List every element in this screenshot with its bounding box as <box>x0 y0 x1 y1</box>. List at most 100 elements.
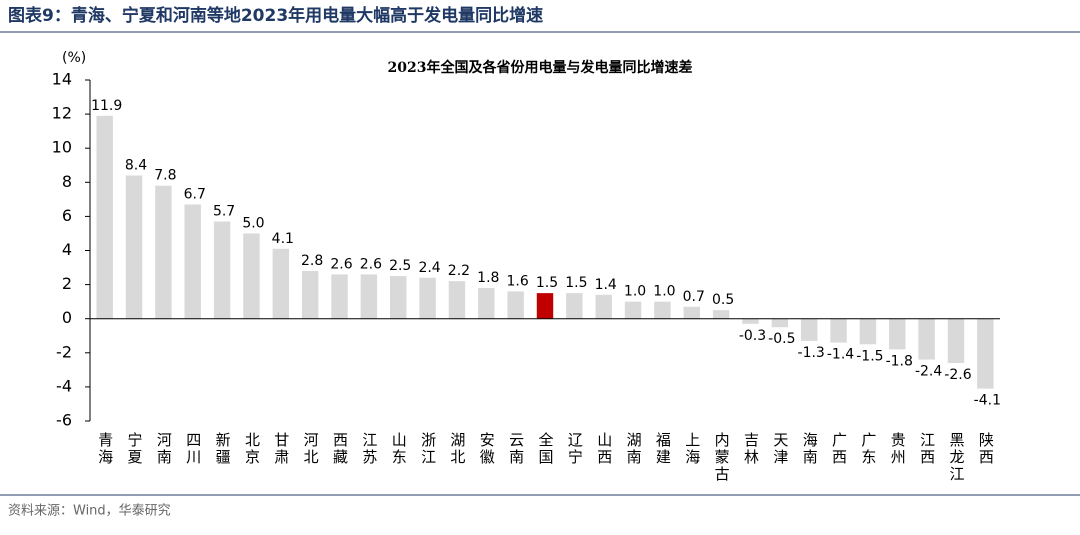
x-tick-label: 湖北 <box>448 432 466 466</box>
x-tick-label: 吉林 <box>742 432 760 466</box>
y-tick-label: 14 <box>52 70 72 89</box>
bar <box>947 318 965 364</box>
x-tick-label: 江苏 <box>360 432 378 466</box>
bar <box>918 318 935 360</box>
data-label: 1.6 <box>507 273 529 289</box>
bar <box>800 318 818 341</box>
x-tick-label: 福建 <box>654 432 672 466</box>
bar <box>243 233 260 319</box>
x-tick-label: 山西 <box>595 432 613 466</box>
data-label: 1.4 <box>595 277 617 293</box>
data-label: 6.7 <box>184 186 206 202</box>
bar <box>448 281 466 319</box>
x-tick-label: 内蒙古 <box>713 432 731 483</box>
data-label: -1.5 <box>856 348 883 364</box>
data-label: 0.5 <box>712 292 734 308</box>
bar <box>536 293 554 319</box>
data-label: 0.7 <box>683 289 705 305</box>
bar <box>889 318 906 350</box>
y-tick-label: -6 <box>56 411 72 430</box>
bar <box>419 277 436 319</box>
x-tick-label: 北京 <box>243 432 261 466</box>
bar <box>742 318 759 324</box>
bar <box>272 248 290 319</box>
bar <box>977 318 994 389</box>
data-label: -1.4 <box>827 347 854 363</box>
y-tick-label: 12 <box>52 104 72 123</box>
data-label: 8.4 <box>125 157 147 173</box>
chart-title: 2023年全国及各省份用电量与发电量同比增速差 <box>388 59 693 76</box>
bar <box>683 306 700 319</box>
data-label: -2.4 <box>915 364 942 380</box>
bar <box>859 318 877 345</box>
data-label: -0.5 <box>768 331 795 347</box>
bar <box>624 301 642 319</box>
bar <box>595 294 612 319</box>
x-tick-label: 天津 <box>771 432 789 466</box>
bar <box>390 276 407 319</box>
x-tick-label: 广东 <box>859 432 877 466</box>
x-tick-label: 河南 <box>155 432 173 466</box>
bar <box>125 175 143 319</box>
bar <box>155 185 172 319</box>
data-label: 11.9 <box>91 98 122 114</box>
data-label: 2.6 <box>360 256 382 272</box>
data-label: 2.6 <box>330 256 352 272</box>
y-tick-label: 0 <box>62 308 72 327</box>
x-tick-label: 浙江 <box>419 432 437 466</box>
bar <box>213 221 231 319</box>
y-tick-label: 4 <box>62 240 72 259</box>
data-label: -1.8 <box>886 353 913 369</box>
bar <box>712 310 730 319</box>
data-label: -2.6 <box>944 367 971 383</box>
bar <box>360 274 378 319</box>
data-label: 1.0 <box>653 284 675 300</box>
bar <box>331 274 348 319</box>
y-tick-label: -4 <box>56 376 72 395</box>
data-label: 1.5 <box>565 275 587 291</box>
x-tick-label: 湖南 <box>625 432 643 466</box>
x-tick-label: 辽宁 <box>566 432 584 466</box>
data-label: 2.8 <box>301 253 323 269</box>
x-tick-label: 四川 <box>184 432 202 466</box>
data-label: -4.1 <box>974 393 1001 409</box>
x-tick-label: 黑龙江 <box>947 432 965 483</box>
bar <box>830 318 847 343</box>
bar <box>96 115 113 319</box>
y-tick-label: 2 <box>62 274 72 293</box>
data-label: 7.8 <box>154 168 176 184</box>
bar <box>184 204 201 319</box>
data-label: 5.0 <box>242 215 264 231</box>
y-tick-label: 6 <box>62 206 72 225</box>
y-tick-label: 8 <box>62 172 72 191</box>
data-label: 2.5 <box>389 258 411 274</box>
x-tick-label: 新疆 <box>214 432 232 466</box>
x-tick-label: 安徽 <box>478 432 496 466</box>
bar <box>566 293 583 319</box>
data-label: 1.0 <box>624 284 646 300</box>
data-label: -0.3 <box>739 328 766 344</box>
x-tick-label: 江西 <box>918 432 936 466</box>
x-tick-label: 海南 <box>801 432 819 466</box>
data-label: 2.4 <box>418 260 440 276</box>
bar <box>771 318 789 328</box>
data-label: 1.8 <box>477 270 499 286</box>
x-tick-label: 青海 <box>96 432 114 466</box>
x-tick-label: 广西 <box>830 432 848 466</box>
source-note: 资料来源：Wind，华泰研究 <box>8 504 171 519</box>
x-tick-label: 河北 <box>302 432 320 466</box>
bar <box>507 291 524 319</box>
y-axis-label: (%) <box>62 50 86 66</box>
x-tick-label: 西藏 <box>331 432 349 466</box>
x-tick-label: 山东 <box>390 432 408 466</box>
x-tick-label: 宁夏 <box>126 432 144 466</box>
x-tick-label: 上海 <box>683 432 701 466</box>
data-label: 4.1 <box>272 231 294 247</box>
bar <box>654 301 671 319</box>
x-tick-label: 甘肃 <box>272 432 290 466</box>
bar <box>301 270 319 319</box>
data-label: 5.7 <box>213 204 235 220</box>
data-label: 2.2 <box>448 263 470 279</box>
x-tick-label: 云南 <box>507 432 525 466</box>
